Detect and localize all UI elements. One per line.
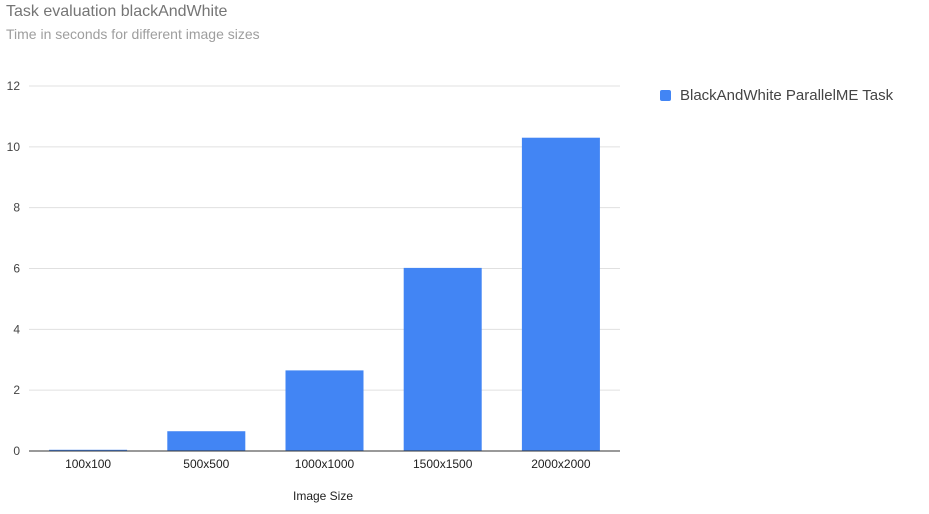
y-tick-label: 0 — [13, 444, 20, 458]
chart-subtitle: Time in seconds for different image size… — [6, 26, 260, 42]
y-tick-label: 8 — [13, 201, 20, 215]
bar — [285, 370, 364, 451]
y-tick-label: 4 — [13, 322, 20, 336]
bar — [167, 431, 246, 451]
y-tick-label: 12 — [7, 79, 21, 93]
x-tick-label: 100x100 — [65, 457, 111, 471]
x-tick-label: 1500x1500 — [413, 457, 473, 471]
y-tick-label: 10 — [7, 140, 21, 154]
x-axis-ticks: 100x100 500x500 1000x1000 1500x1500 2000x200… — [65, 457, 591, 471]
y-axis-ticks: 0 2 4 6 8 10 12 — [7, 79, 21, 458]
x-tick-label: 500x500 — [183, 457, 229, 471]
x-tick-label: 1000x1000 — [295, 457, 355, 471]
bar — [521, 137, 600, 452]
legend-swatch — [660, 90, 671, 101]
legend-label: BlackAndWhite ParallelME Task — [680, 87, 894, 104]
bar — [403, 267, 482, 451]
x-axis-label: Image Size — [293, 489, 353, 503]
y-tick-label: 2 — [13, 383, 20, 397]
bar — [49, 449, 128, 451]
bars — [29, 137, 620, 452]
chart-title: Task evaluation blackAndWhite — [6, 3, 228, 20]
y-tick-label: 6 — [13, 262, 20, 276]
legend: BlackAndWhite ParallelME Task — [660, 87, 893, 104]
x-tick-label: 2000x2000 — [531, 457, 591, 471]
